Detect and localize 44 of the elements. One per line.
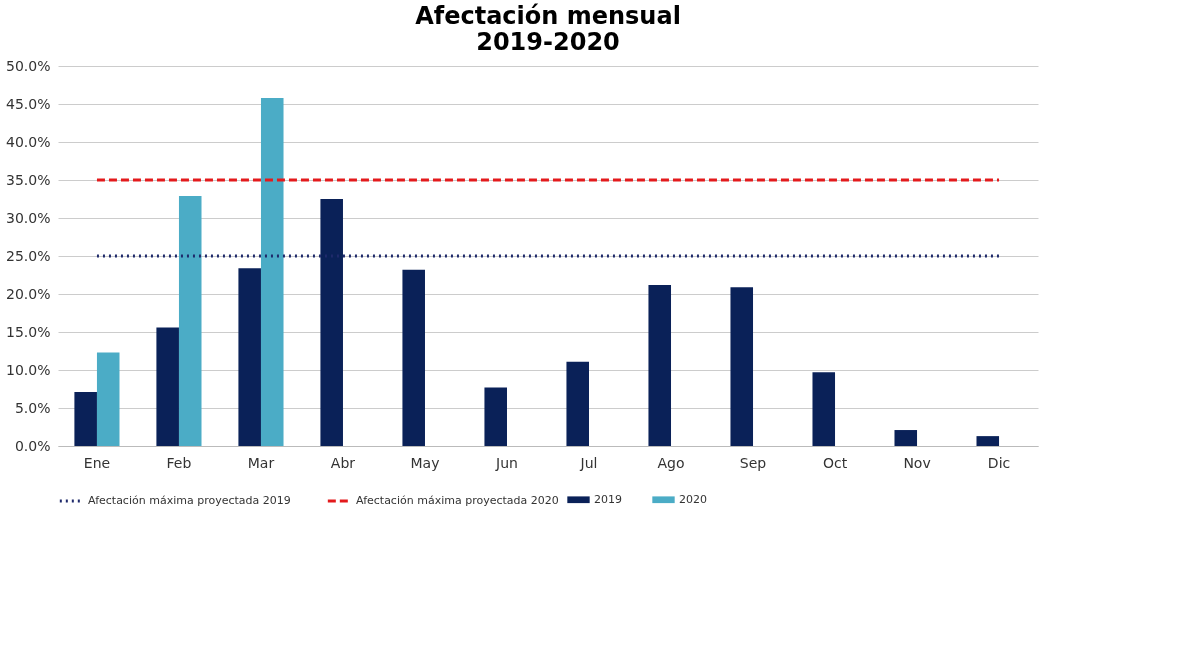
bar (96, 352, 120, 446)
x-tick-label: Oct (822, 454, 848, 471)
text: 2019-2020 (476, 28, 620, 56)
x-tick-label: Nov (903, 454, 931, 471)
x-tick-label: Dic (987, 454, 1011, 471)
y-tick-label: 35.0% (6, 171, 51, 188)
x-tick-label: May (410, 454, 440, 471)
bar (178, 195, 202, 446)
legend-label: Afectación máxima proyectada 2020 (356, 494, 559, 507)
y-tick-label: 30.0% (6, 209, 51, 226)
legend-label: 2020 (679, 492, 707, 506)
x-tick-label: Mar (247, 454, 275, 471)
y-tick-label: 10.0% (6, 361, 51, 378)
bar (320, 199, 343, 446)
bar (976, 436, 1000, 446)
y-tick-label: 45.0% (6, 95, 51, 112)
x-tick-label: Sep (739, 454, 767, 471)
y-tick-label: 15.0% (6, 323, 51, 340)
y-tick-label: 0.0% (14, 437, 51, 454)
text: Afectación mensual (415, 2, 681, 30)
y-tick-label: 40.0% (6, 133, 51, 150)
bar (74, 392, 97, 446)
x-tick-label: Ago (657, 454, 685, 471)
y-tick-label: 20.0% (6, 285, 51, 302)
bar (402, 269, 425, 446)
bar (484, 387, 507, 446)
legend-label: Afectación máxima proyectada 2019 (88, 494, 291, 507)
y-tick-label: 50.0% (6, 57, 51, 74)
bar (238, 268, 261, 446)
x-tick-label: Jul (579, 454, 598, 471)
bar (566, 361, 589, 446)
bar (156, 327, 179, 446)
x-tick-label: Feb (166, 454, 192, 471)
x-tick-label: Ene (83, 454, 111, 471)
bar (894, 430, 918, 446)
bar (260, 97, 284, 446)
y-tick-label: 25.0% (6, 247, 51, 264)
bar (812, 372, 836, 446)
bar (648, 284, 672, 446)
x-tick-label: Abr (330, 454, 356, 471)
legend-label: 2019 (594, 492, 622, 506)
y-tick-label: 5.0% (14, 399, 51, 416)
bar (730, 287, 754, 446)
x-tick-label: Jun (495, 454, 518, 471)
